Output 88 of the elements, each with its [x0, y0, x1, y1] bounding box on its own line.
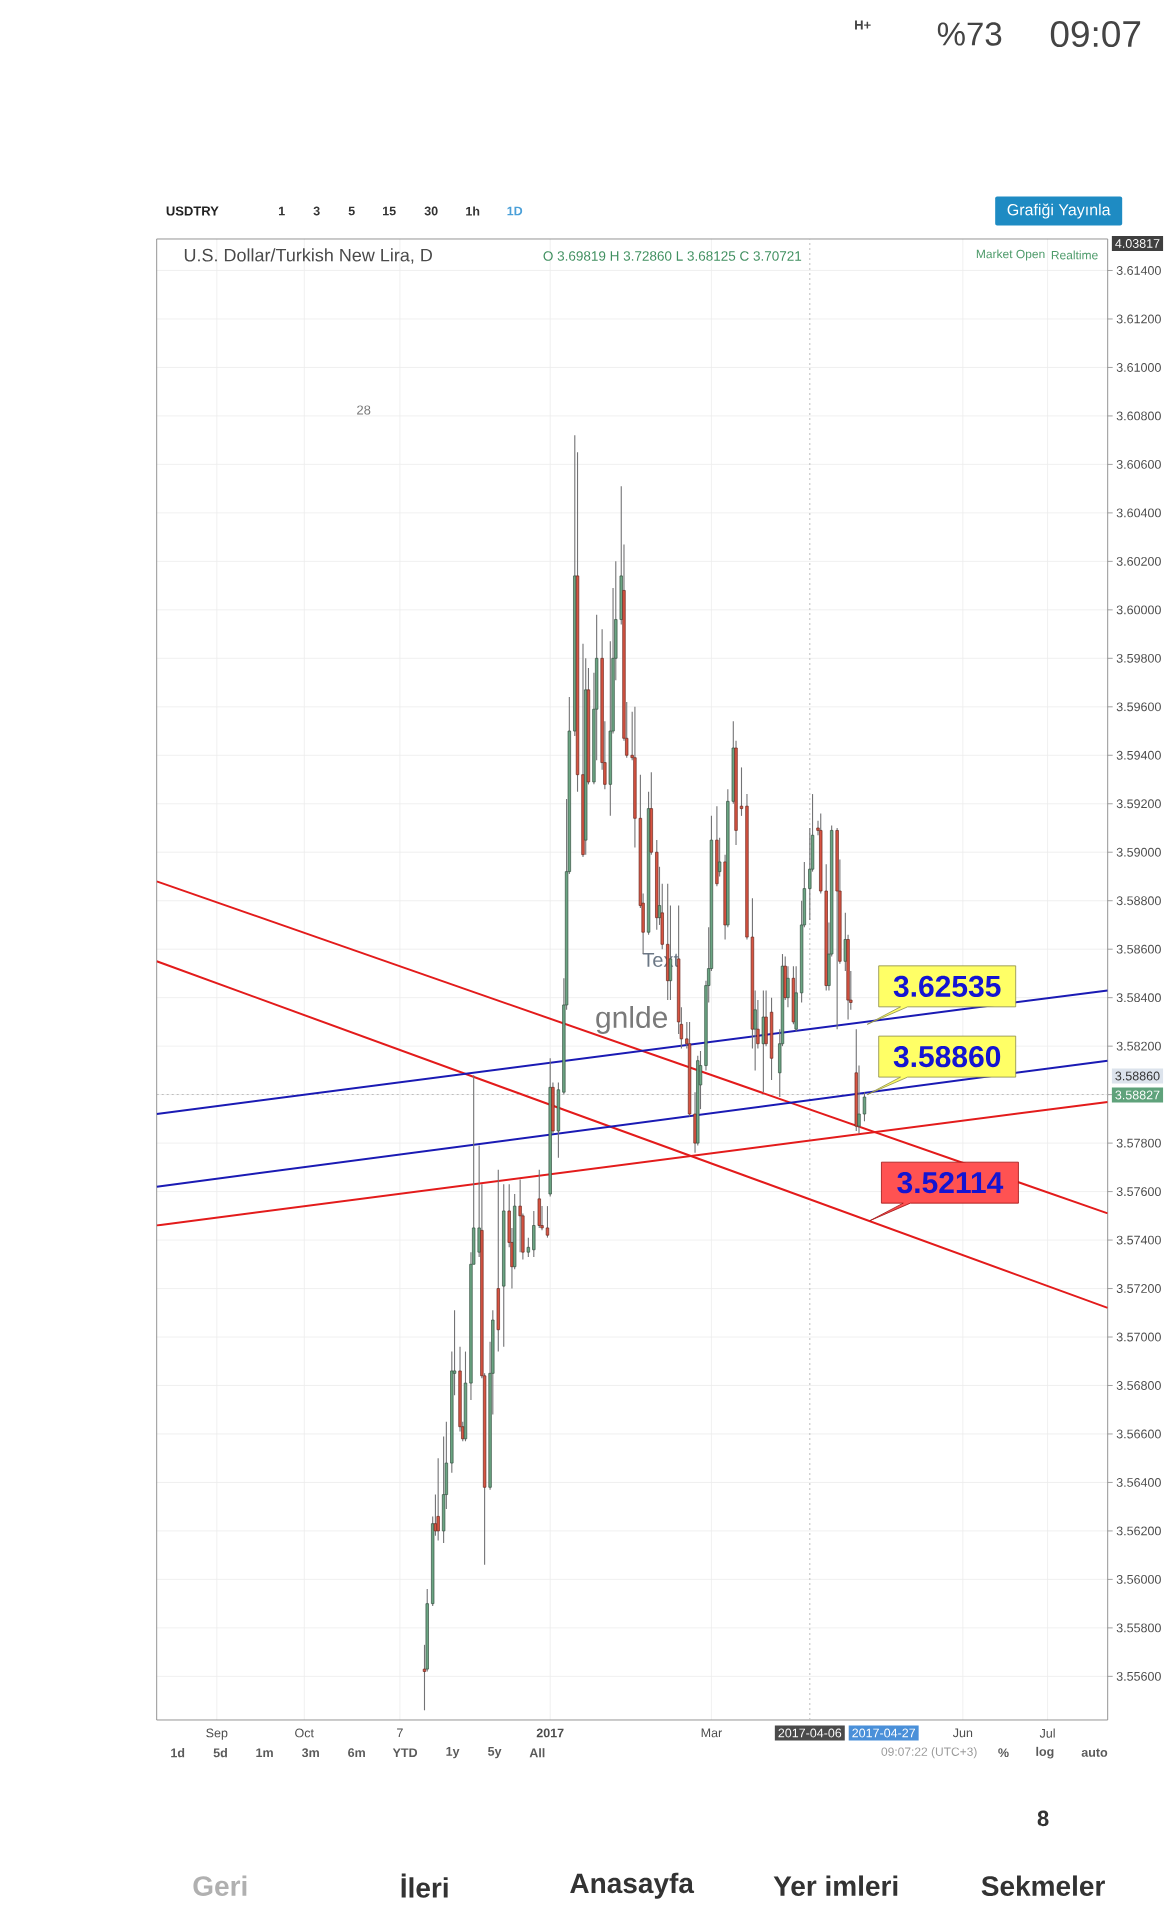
y-tick-label: 3.58800 [1116, 896, 1162, 906]
text: 1d [171, 1748, 185, 1758]
text: Grafiği Yayınla [1007, 203, 1111, 219]
annotation: Market Open [977, 249, 1045, 261]
text: log [1036, 1746, 1054, 1759]
y-tick-label: 3.56000 [1116, 1574, 1162, 1584]
text: 15 [383, 206, 396, 216]
candlestick [545, 1205, 550, 1239]
candlestick [436, 1457, 440, 1542]
candlestick [753, 989, 757, 1071]
y-tick-label: 3.60800 [1116, 411, 1162, 421]
text: 5d [213, 1748, 228, 1758]
y-tick-label: 3.58600 [1116, 944, 1162, 954]
text: USDTRY [166, 206, 219, 216]
y-tick-label: 3.57400 [1116, 1235, 1162, 1245]
text: H+ [855, 20, 871, 30]
y-tick-label: 3.58200 [1116, 1041, 1162, 1051]
y-tick-label: 3.57000 [1116, 1332, 1162, 1342]
text: 1D [507, 206, 523, 216]
text: 5y [488, 1747, 502, 1759]
text: auto [1081, 1748, 1108, 1757]
text: 3m [302, 1748, 320, 1758]
text: Yer imleri [773, 1875, 898, 1896]
text: 2017-04-27 [852, 1728, 916, 1738]
annotation: Realtime [1052, 250, 1098, 260]
y-tick-label: 3.59800 [1116, 653, 1162, 663]
annotation: 28 [357, 405, 371, 415]
y-tick-label: 3.56400 [1116, 1478, 1162, 1487]
text: 1y [446, 1747, 460, 1759]
text: 09:07:22 (UTC+3) [881, 1747, 977, 1759]
text: 1m [256, 1748, 273, 1757]
candlestick [537, 1169, 542, 1229]
text: 30 [424, 206, 438, 216]
y-tick-label: 3.59200 [1116, 799, 1162, 809]
text: Sekmeler [981, 1875, 1106, 1896]
text: 1 [279, 206, 285, 216]
ref-line-label: 2017-04-06 [778, 1728, 842, 1738]
text: 3.58860 [1115, 1071, 1160, 1081]
x-tick-label: Mar [701, 1728, 723, 1738]
y-tick-label: 3.60000 [1116, 605, 1162, 615]
y-tick-label: 3.60400 [1116, 508, 1162, 518]
x-tick-label: 2017 [536, 1728, 564, 1738]
text: 3 [313, 206, 320, 216]
x-tick-label: Sep [206, 1728, 228, 1740]
y-tick-label: 3.56200 [1116, 1526, 1162, 1536]
y-tick-label: 3.55800 [1116, 1623, 1162, 1633]
y-tick-label: 3.57600 [1116, 1187, 1162, 1197]
y-tick-label: 3.58400 [1116, 993, 1162, 1003]
annotation: 3.52114 [897, 1172, 1004, 1194]
y-tick-label: 3.61000 [1116, 363, 1162, 372]
candlestick [862, 1091, 867, 1122]
y-tick-label: 3.57200 [1116, 1284, 1162, 1293]
text: %73 [937, 22, 1002, 46]
text: 09:07 [1050, 20, 1141, 48]
annotation: 3.62535 [893, 975, 1001, 997]
y-tick-label: 3.60200 [1116, 556, 1162, 566]
text: 5 [348, 206, 355, 216]
text: Anasayfa [570, 1872, 695, 1899]
y-tick-label: 3.55600 [1116, 1671, 1162, 1681]
y-tick-label: 3.59600 [1116, 702, 1162, 712]
candlestick [526, 1237, 531, 1258]
y-tick-label: 3.56800 [1116, 1381, 1162, 1390]
y-tick-label: 3.57800 [1116, 1138, 1162, 1148]
x-tick-label: Jul [1039, 1728, 1055, 1738]
x-tick-label: Jun [953, 1728, 973, 1738]
y-tick-label: 3.59400 [1116, 750, 1162, 760]
text: İleri [401, 1873, 448, 1898]
chart-title: U.S. Dollar/Turkish New Lira, D [185, 248, 433, 264]
text: YTD [392, 1748, 418, 1757]
text: 6m [348, 1748, 366, 1758]
x-tick-label: Oct [295, 1728, 315, 1738]
text: 3.58827 [1115, 1090, 1160, 1100]
y-tick-label: 3.56600 [1116, 1429, 1162, 1439]
annotation: gnlde [596, 1006, 668, 1034]
candlestick [740, 766, 744, 817]
text: O 3.69819 H 3.72860 L 3.68125 C 3.70721 [543, 251, 802, 261]
text: 8 [1037, 1810, 1049, 1827]
y-tick-label: 3.61200 [1116, 314, 1162, 324]
text: All [529, 1748, 545, 1758]
text: 4.03817 [1115, 239, 1160, 248]
text: 1h [466, 206, 480, 216]
text: % [998, 1748, 1009, 1758]
x-tick-label: 7 [397, 1728, 403, 1738]
y-tick-label: 3.59000 [1116, 847, 1162, 857]
y-tick-label: 3.61400 [1116, 266, 1162, 275]
text: Geri [193, 1875, 247, 1896]
y-tick-label: 3.60600 [1116, 459, 1162, 469]
annotation: 3.58860 [893, 1045, 1001, 1068]
